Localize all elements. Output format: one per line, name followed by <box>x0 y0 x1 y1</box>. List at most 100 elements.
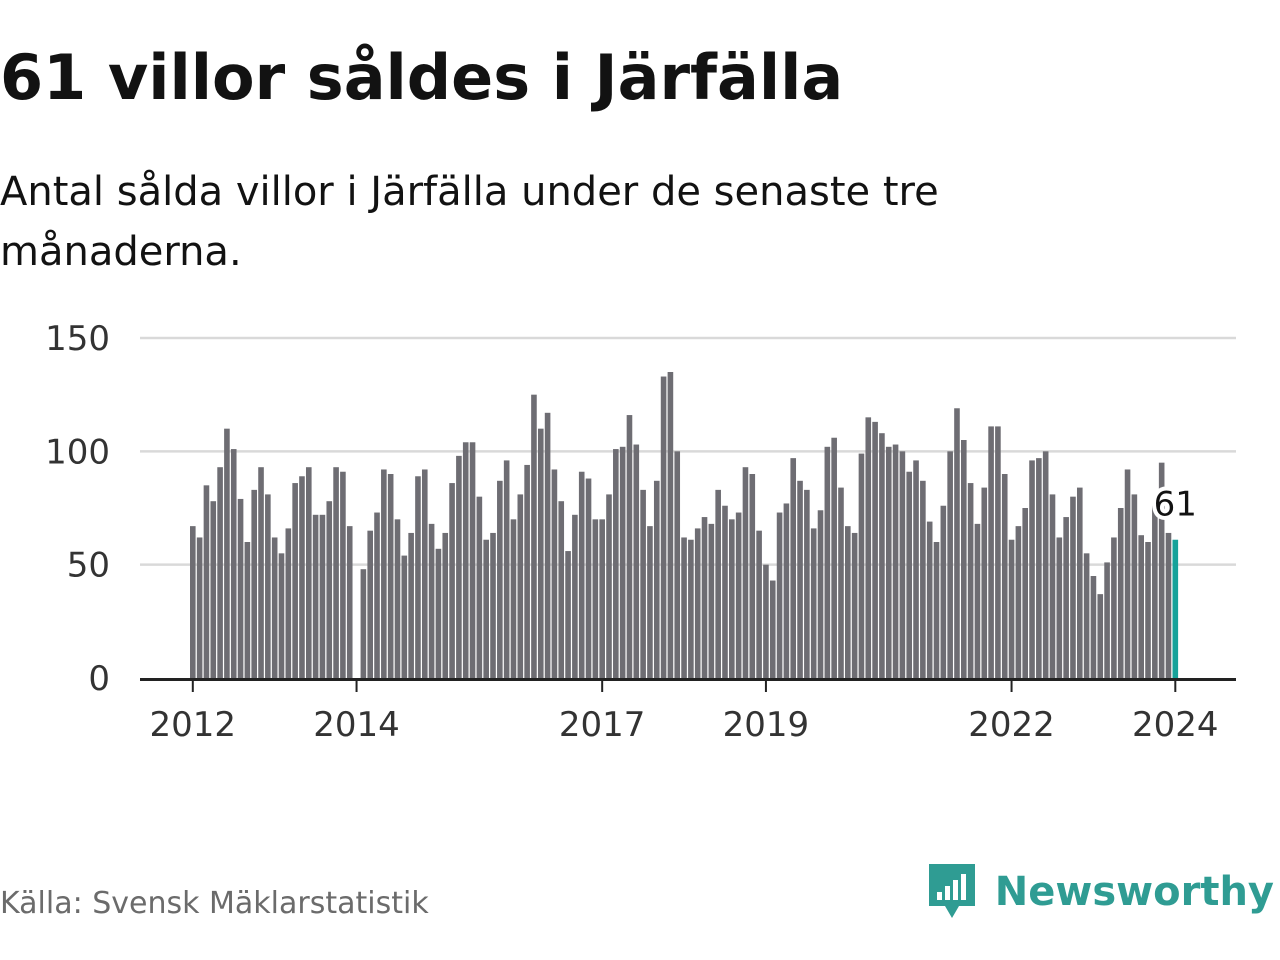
bar <box>1138 535 1144 678</box>
bar <box>456 455 462 678</box>
bar <box>831 437 837 678</box>
bar <box>708 523 715 678</box>
bar <box>1124 469 1131 678</box>
bar <box>442 532 449 678</box>
bar <box>858 453 865 678</box>
bar <box>1036 458 1042 678</box>
y-tick-label: 0 <box>88 659 110 699</box>
bar <box>1049 494 1056 678</box>
x-tick-label: 2019 <box>723 705 810 745</box>
bar <box>1090 576 1097 678</box>
bar <box>1165 532 1172 678</box>
bar <box>367 530 373 678</box>
bar <box>640 489 646 678</box>
bar <box>565 551 571 678</box>
bar <box>1097 594 1104 678</box>
bar <box>613 449 619 678</box>
bar <box>763 564 769 678</box>
x-tick-label: 2014 <box>313 705 400 745</box>
chart-subtitle: Antal sålda villor i Järfälla under de s… <box>0 169 939 275</box>
bar <box>537 428 544 678</box>
bar <box>326 501 333 678</box>
bar <box>995 426 1001 678</box>
bar <box>940 505 947 678</box>
bar <box>810 528 817 678</box>
bar <box>742 467 749 678</box>
bar <box>292 483 298 678</box>
bar <box>906 471 913 678</box>
bar <box>1117 508 1124 678</box>
bar <box>681 537 687 678</box>
bar <box>633 444 640 678</box>
bar <box>1029 460 1035 678</box>
brand[interactable]: Newsworthy <box>927 862 1274 922</box>
bar <box>469 442 476 678</box>
bar <box>360 569 367 678</box>
bar <box>333 467 339 678</box>
annotation: 61 <box>1150 481 1201 529</box>
bar <box>237 498 244 678</box>
bar <box>626 415 633 678</box>
x-tick-label: 2022 <box>968 705 1055 745</box>
bar <box>1042 451 1049 678</box>
bar <box>769 580 776 678</box>
bar <box>196 537 203 678</box>
bar <box>715 489 721 678</box>
bar <box>647 526 653 678</box>
bar <box>954 408 960 678</box>
bar <box>210 501 217 678</box>
bar <box>926 521 933 678</box>
bar <box>756 530 762 678</box>
bar <box>224 428 230 678</box>
bar <box>408 532 414 678</box>
bar <box>524 464 530 678</box>
bar <box>1022 508 1029 678</box>
bar <box>1172 539 1179 678</box>
bar <box>435 548 442 678</box>
bar <box>544 412 551 678</box>
bar <box>920 480 926 678</box>
bar <box>244 542 251 678</box>
bar <box>592 519 599 678</box>
bar <box>230 449 237 678</box>
bar <box>851 532 858 678</box>
bar <box>817 510 824 678</box>
bar <box>374 512 380 678</box>
y-tick-label: 100 <box>45 432 110 472</box>
bar <box>674 451 681 678</box>
bar <box>933 542 940 678</box>
bar <box>217 467 223 678</box>
bar <box>885 446 892 678</box>
bar <box>190 526 196 678</box>
bar <box>599 519 605 678</box>
bar <box>1063 517 1069 678</box>
bar <box>503 460 510 678</box>
callout-label: 61 <box>1154 485 1197 525</box>
bar <box>729 519 735 678</box>
bar <box>572 514 578 678</box>
bar <box>387 474 394 678</box>
bar <box>510 519 517 678</box>
bar <box>660 376 667 678</box>
bar <box>340 471 346 678</box>
bar <box>735 512 742 678</box>
bar <box>265 494 271 678</box>
bar <box>776 512 783 678</box>
bar <box>1145 542 1151 678</box>
bar <box>619 446 626 678</box>
bar <box>701 517 708 678</box>
bar <box>312 514 319 678</box>
bar <box>1008 539 1015 678</box>
bar <box>449 483 455 678</box>
bar <box>394 519 401 678</box>
bar <box>1104 562 1110 678</box>
bar <box>1056 537 1063 678</box>
bar <box>381 469 387 678</box>
y-axis-ticks: 0 50 100 150 <box>45 319 110 699</box>
source-note: Källa: Svensk Mäklarstatistik <box>0 886 429 921</box>
bar <box>1158 462 1165 678</box>
bar <box>1076 487 1083 678</box>
bar-chart: 0 50 100 150 2012 2014 2017 2019 2022 2024 61 <box>45 319 1236 745</box>
bar <box>967 483 974 678</box>
bar <box>845 526 851 678</box>
